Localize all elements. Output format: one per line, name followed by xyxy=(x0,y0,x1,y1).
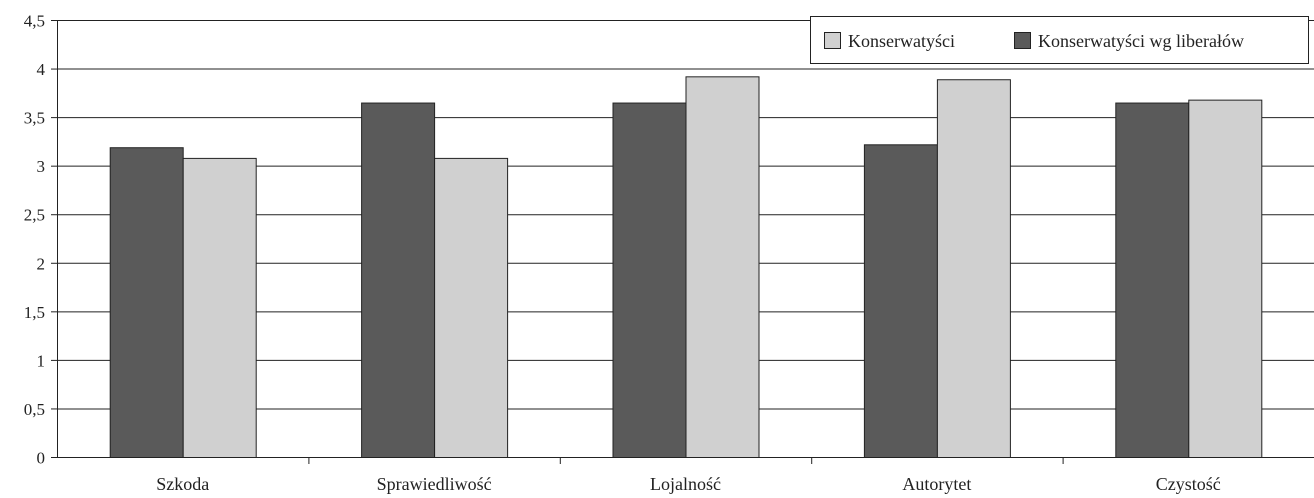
bar-konserwatysci-wg-liberalow xyxy=(863,144,938,458)
y-tick-label: 1,5 xyxy=(24,303,45,322)
bar-konserwatysci xyxy=(1188,99,1263,459)
y-tick-label: 3,5 xyxy=(24,109,45,128)
x-tick-label: Szkoda xyxy=(156,474,209,494)
y-tick-label: 4 xyxy=(37,60,46,79)
bar-konserwatysci xyxy=(182,157,257,459)
bar-konserwatysci xyxy=(434,157,509,459)
bar-konserwatysci-wg-liberalow xyxy=(361,102,436,459)
bar-konserwatysci xyxy=(936,79,1011,458)
bar-konserwatysci xyxy=(685,76,760,459)
bar-konserwatysci-wg-liberalow xyxy=(109,147,184,459)
y-tick-label: 0 xyxy=(37,449,46,468)
x-tick-label: Czystość xyxy=(1156,474,1221,494)
legend-swatch xyxy=(824,32,841,49)
bars xyxy=(109,76,1263,459)
axes: 0 0,5 1 1,5 2 2,5 3 3,5 4 4,5 Szkoda Sprawiedliwość… xyxy=(24,12,1314,494)
legend-box xyxy=(810,16,1309,64)
y-tick-label: 2 xyxy=(37,254,46,273)
x-tick-label: Autorytet xyxy=(902,474,971,494)
legend-label: Konserwatyści xyxy=(848,31,955,51)
bar-konserwatysci-wg-liberalow xyxy=(612,102,687,459)
y-tick-label: 2,5 xyxy=(24,206,45,225)
bar-konserwatysci-wg-liberalow xyxy=(1115,102,1190,459)
legend-label: Konserwatyści wg liberałów xyxy=(1038,31,1244,51)
x-tick-label: Lojalność xyxy=(650,474,721,494)
legend: Konserwatyści Konserwatyści wg liberałów xyxy=(810,16,1309,64)
y-tick-label: 3 xyxy=(37,157,46,176)
x-tick-label: Sprawiedliwość xyxy=(377,474,492,494)
y-tick-label: 1 xyxy=(37,351,46,370)
legend-swatch xyxy=(1014,32,1031,49)
y-tick-label: 0,5 xyxy=(24,400,45,419)
y-tick-label: 4,5 xyxy=(24,12,45,31)
